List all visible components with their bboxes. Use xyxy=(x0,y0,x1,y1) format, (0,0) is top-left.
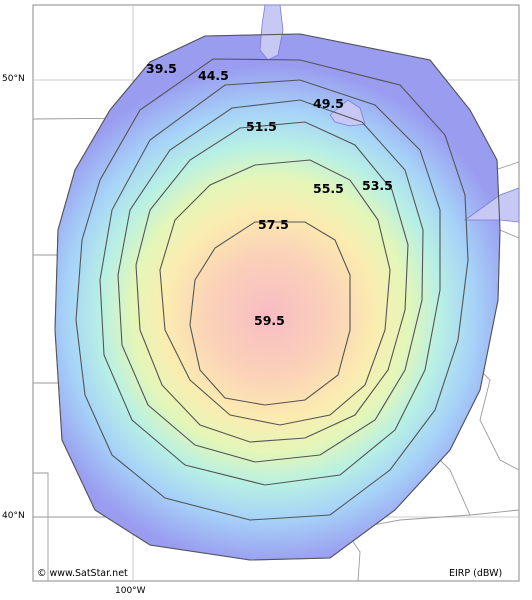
contour-label-51-5: 51.5 xyxy=(246,119,277,134)
copyright-text: © www.SatStar.net xyxy=(37,568,128,579)
eirp-contours xyxy=(54,33,501,561)
contour-label-44-5: 44.5 xyxy=(198,68,229,83)
contour-44-5 xyxy=(75,58,469,521)
contour-49-5 xyxy=(99,79,441,486)
contour-label-55-5: 55.5 xyxy=(313,181,344,196)
contour-51-5 xyxy=(117,99,424,463)
contour-57-5 xyxy=(189,221,351,406)
lon-label-100w: 100°W xyxy=(115,586,146,596)
contour-label-59-5: 59.5 xyxy=(254,313,285,328)
contour-label-49-5: 49.5 xyxy=(313,96,344,111)
contour-55-5 xyxy=(159,159,391,426)
lat-label-50n: 50°N xyxy=(2,74,25,84)
contour-label-53-5: 53.5 xyxy=(362,178,393,193)
lake-superior xyxy=(463,187,520,223)
contour-53-5 xyxy=(135,121,409,443)
contour-labels: 39.5 44.5 49.5 51.5 53.5 55.5 57.5 59.5 xyxy=(146,61,393,328)
lake-winnipeg xyxy=(259,4,284,61)
lat-label-40n: 40°N xyxy=(2,511,25,521)
contour-label-57-5: 57.5 xyxy=(258,217,289,232)
contour-39-5 xyxy=(54,33,501,561)
state-border-wy xyxy=(33,472,49,581)
water-bodies xyxy=(259,4,520,223)
contour-label-39-5: 39.5 xyxy=(146,61,177,76)
legend-unit-text: EIRP (dBW) xyxy=(449,568,503,579)
